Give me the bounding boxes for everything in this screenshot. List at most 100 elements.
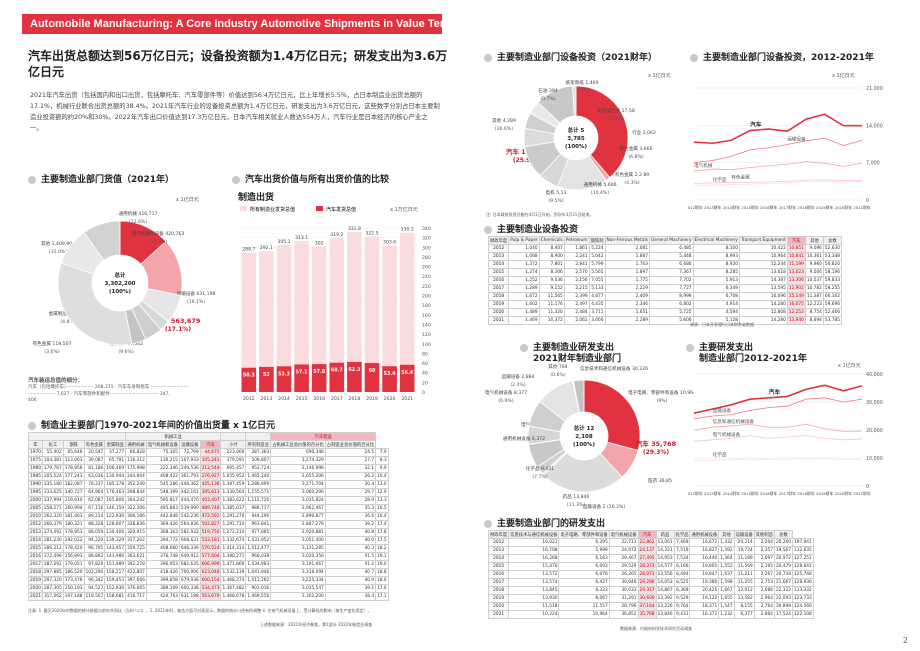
table-cell: 64,964 <box>83 488 106 497</box>
table-cell: 2021 <box>487 316 510 325</box>
table-cell: 2017 <box>487 284 510 293</box>
series-label: 信息和通信机械设备 <box>713 418 755 425</box>
table-cell: 1,291,710 <box>220 520 247 529</box>
table-cell: 2019 <box>487 300 510 309</box>
bar-auto <box>399 364 415 392</box>
table-cell: 395,613 <box>199 488 222 497</box>
table-cell: 2000 <box>28 496 43 505</box>
series-label: 运输设备 <box>787 136 806 143</box>
table-cell: 1,330,564 <box>220 488 247 497</box>
table-cell: 11,255 <box>733 578 755 587</box>
equip-table-wrap: 财政年度 Pulp & Paper Chemicals Petroleum 钢铁制 Non… <box>487 236 842 325</box>
table-cell: 1,012,477 <box>245 544 272 553</box>
table-cell: 132,635 <box>792 546 814 555</box>
table-cell: 2013 <box>28 528 43 537</box>
x-tick-label: 2019 <box>366 396 378 402</box>
table-cell: 24.5 <box>324 448 377 457</box>
table-cell: 389,109 <box>145 584 180 593</box>
table-cell: 11,518 <box>508 602 560 611</box>
pie-slice-label: 电机 5,13 <box>546 189 567 196</box>
bullet-icon <box>28 175 36 184</box>
table-header-cell: 财政年度 <box>487 236 510 245</box>
table-cell: 30,600 <box>637 594 657 603</box>
table-cell: 19,380 <box>689 578 720 587</box>
table-cell: 2,346 <box>604 300 650 309</box>
table-cell: 5,913 <box>692 276 740 285</box>
table-cell: 165,806 <box>104 496 127 505</box>
table-cell: 262,320 <box>41 512 64 521</box>
y-tick-label: 10,000 <box>866 456 883 462</box>
y-tick-label: 100 <box>422 342 431 348</box>
x-tick-label: 2021 <box>401 396 413 402</box>
rd-table: 财政年度 信息技术与通信机械设备 电子电路、零部件和设备 电气机械设备 汽车 药品 化学品通… <box>487 530 814 619</box>
table-cell: 2,497 <box>563 300 590 309</box>
table-cell: 3,060,296 <box>270 488 326 497</box>
pie-slice-pct: (0.6%) <box>550 372 565 378</box>
table-cell: 81,186 <box>83 464 106 473</box>
table-cell: 16,440 <box>689 554 720 563</box>
table-cell: 533,181 <box>199 536 222 545</box>
table-cell: 1,055,952 <box>220 472 247 481</box>
pie-slice-pct: (9.6%) <box>118 349 133 355</box>
pie-total-value: 3,302,200 <box>105 281 136 287</box>
table-cell: 158,681 <box>104 592 127 601</box>
table-row: 2017 13,574 6,427 30,646 29,296 14,053 8,525 19… <box>487 578 814 587</box>
x-tick-label: 2016财年 <box>760 205 777 210</box>
table-header-cell: 电气机械和设备 <box>145 440 180 449</box>
table-cell: 14,867 <box>655 586 675 595</box>
x-tick-label: 2013 <box>261 396 273 402</box>
bar-auto-label: 56.4 <box>401 370 413 376</box>
table-row: 2021 317,062 197,188 119,507 158,681 416,717 4… <box>28 592 389 601</box>
table-cell: 631,198 <box>178 592 201 601</box>
table-cell: 15,476 <box>508 562 560 571</box>
table-cell: 3,225,334 <box>270 576 326 585</box>
table-cell: 30.4 <box>324 480 377 489</box>
table-cell: 10,782 <box>804 284 824 293</box>
table-cell: 1,031,952 <box>245 536 272 545</box>
table-cell: 36.6 <box>324 512 377 521</box>
table-cell: 19,805 <box>689 562 720 571</box>
table-cell: 304,242 <box>125 496 147 505</box>
table-cell: 8,494 <box>673 570 691 579</box>
bar-total-label: 331.8 <box>348 226 361 232</box>
table-cell: 2020 <box>28 584 43 593</box>
table-row: 2015 1,274 8,306 2,570 5,565 1,897 7,367 8,285 1… <box>487 268 842 277</box>
y-tick-label: 200 <box>422 294 431 300</box>
y-tick-label: 0 <box>422 390 425 396</box>
table-cell: 18.8 <box>375 568 389 577</box>
table-cell: 563,679 <box>199 592 222 601</box>
table-cell: 5,448 <box>648 252 694 261</box>
table-cell: 19,847 <box>689 570 720 579</box>
table-cell: 16,096 <box>738 292 788 301</box>
table-cell: 5,725 <box>648 308 694 317</box>
table-cell: 12,808 <box>738 308 788 317</box>
table-cell: 903,016 <box>245 584 272 593</box>
pie-slice <box>57 262 133 346</box>
table-cell: 306,186 <box>125 512 147 521</box>
table-row: 1980 179,767 178,956 81,186 106,469 175,998 22… <box>28 464 389 473</box>
table-cell: 1,552 <box>718 562 735 571</box>
table-cell: 13,556 <box>655 570 675 579</box>
table-cell: 18.2 <box>375 544 389 553</box>
table-cell: 363,621 <box>125 552 147 561</box>
table-cell: 13,940 <box>786 316 806 325</box>
pie-slice-label: 通用机械 5,606 <box>584 181 617 188</box>
table-cell: 2017 <box>487 578 510 587</box>
table-row: 2019 13,930 8,067 31,291 30,600 13,392 9,529 19… <box>487 594 814 603</box>
table-header-row: 财政年度 Pulp & Paper Chemicals Petroleum 钢铁制 Non… <box>487 236 842 245</box>
table-cell: 2,081 <box>604 244 650 253</box>
table-cell: 63,036 <box>83 472 106 481</box>
table-cell: 1,367,482 <box>220 584 247 593</box>
table-cell: 548,399 <box>145 488 180 497</box>
table-cell: 2,146,998 <box>270 464 326 473</box>
table-cell: 542,236 <box>178 512 201 521</box>
equip-table-source: 来源：日本开发银行日本财务省数据 <box>690 322 754 327</box>
table-cell: 13,930 <box>508 594 560 603</box>
y-tick-label: 180 <box>422 303 431 309</box>
table-cell: 29,529 <box>608 562 639 571</box>
shipments-bar-subheading: 制造出货 <box>238 193 275 203</box>
table-cell: 152,936 <box>104 584 127 593</box>
pie-total-pct: (100%) <box>565 144 588 150</box>
y-tick-label: 280 <box>422 255 431 261</box>
bar-auto-label: 53.4 <box>384 371 396 377</box>
